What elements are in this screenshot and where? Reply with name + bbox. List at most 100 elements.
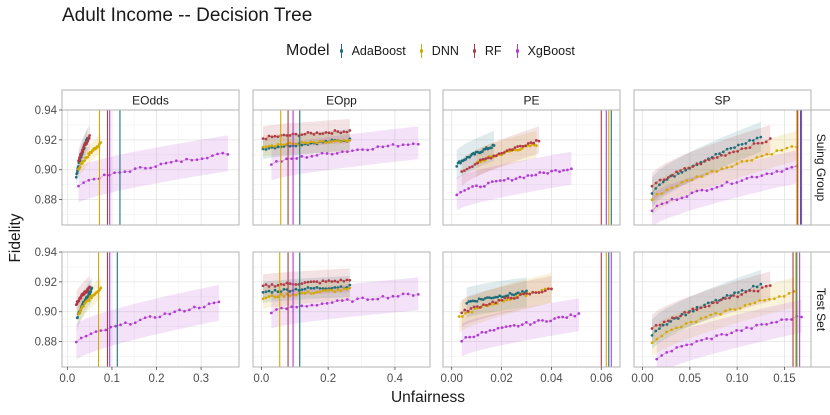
x-tick-label: 0.00	[631, 373, 653, 385]
y-tick-label: 0.94	[35, 247, 58, 259]
panel-border	[61, 251, 240, 368]
legend-label-rf: RF	[484, 44, 502, 58]
row-strip-test-set	[810, 251, 830, 368]
chart-title: Adult Income -- Decision Tree	[62, 5, 313, 26]
trend-line-rf	[262, 279, 350, 287]
data-point-xgboost	[416, 293, 420, 296]
panel-suing-group-pe	[442, 109, 621, 226]
panel-test-set-eopp	[252, 251, 431, 368]
band-adaboost	[652, 269, 761, 350]
data-point-adaboost	[74, 175, 78, 179]
y-tick-label: 0.92	[35, 277, 57, 289]
legend-label-dnn: DNN	[431, 44, 459, 58]
panel-background	[443, 252, 620, 367]
panel-background	[253, 252, 430, 367]
panel-background	[62, 252, 239, 367]
band-xgboost	[271, 277, 419, 329]
panel-test-set-sp	[633, 251, 812, 368]
y-tick-label: 0.94	[35, 105, 58, 117]
y-tick-label: 0.92	[35, 135, 57, 147]
panel-border	[252, 251, 431, 368]
trend-line-rf	[461, 140, 540, 172]
band-dnn	[652, 130, 797, 215]
trend-line-xgboost	[461, 313, 580, 342]
row-label-suing-group: Suing Group	[814, 134, 828, 202]
trend-line-dnn	[262, 287, 350, 299]
legend-title: Model	[286, 42, 330, 59]
band-adaboost	[652, 121, 761, 208]
panel-border	[442, 251, 621, 368]
data-point-dnn	[348, 139, 352, 142]
x-tick-label: 0.2	[320, 373, 336, 385]
panel-suing-group-sp	[633, 109, 812, 226]
data-point-xgboost	[800, 315, 803, 319]
trend-line-dnn	[651, 291, 795, 344]
band-xgboost	[652, 150, 797, 225]
facet-label-pe: PE	[523, 94, 539, 108]
trend-line-rf	[78, 135, 90, 162]
x-tick-label: 0.06	[590, 373, 612, 385]
trend-line-xgboost	[78, 152, 228, 187]
x-tick-label: 0.3	[193, 373, 209, 385]
trend-line-adaboost	[456, 144, 495, 167]
legend-key-dnn	[416, 41, 428, 61]
band-xgboost	[271, 126, 419, 181]
x-tick-label: 0.0	[253, 373, 269, 385]
x-tick-label: 0.04	[540, 373, 563, 385]
legend-key-adaboost	[336, 41, 348, 61]
data-point-xgboost	[416, 142, 420, 146]
x-tick-label: 0.15	[773, 373, 795, 385]
y-tick-label: 0.88	[35, 337, 57, 349]
x-tick-label: 0.4	[387, 373, 404, 385]
trend-line-adaboost	[466, 290, 527, 304]
data-point-dnn	[99, 286, 103, 290]
band-dnn	[263, 278, 350, 309]
facet-label-eodds: EOdds	[132, 94, 169, 108]
band-dnn	[652, 277, 794, 357]
facet-label-eopp: EOpp	[326, 94, 357, 108]
trend-line-adaboost	[651, 283, 761, 336]
data-point-rf	[348, 278, 352, 282]
panel-content	[74, 110, 230, 225]
band-dnn	[78, 133, 101, 179]
panel-content	[455, 110, 612, 225]
band-rf	[461, 275, 552, 327]
panel-suing-group-eopp	[252, 109, 431, 226]
trend-line-rf	[651, 138, 771, 187]
x-tick-label: 0.10	[726, 373, 748, 385]
legend-item-dnn: DNN	[416, 41, 459, 61]
panel-content	[650, 252, 803, 367]
trend-line-rf	[76, 286, 90, 305]
facet-strip-pe	[442, 89, 621, 111]
band-xgboost	[76, 284, 219, 360]
facet-label-sp: SP	[714, 94, 730, 108]
trend-line-xgboost	[651, 165, 797, 212]
data-point-xgboost	[217, 300, 221, 304]
trend-line-rf	[461, 288, 552, 314]
x-tick-label: 0.02	[490, 373, 512, 385]
panel-suing-group-eodds	[61, 109, 240, 226]
trend-line-xgboost	[456, 168, 572, 196]
panel-content	[261, 110, 420, 225]
band-xgboost	[78, 135, 228, 203]
x-tick-label: 0.0	[59, 373, 75, 385]
legend-item-adaboost: AdaBoost	[336, 41, 406, 61]
trend-line-dnn	[262, 139, 350, 148]
trend-line-adaboost	[262, 284, 350, 293]
data-point-rf	[348, 129, 352, 132]
band-dnn	[476, 130, 537, 178]
trend-line-rf	[262, 130, 350, 140]
row-label-test-set: Test Set	[814, 288, 828, 332]
panel-background	[634, 110, 811, 225]
legend-key-xgboost	[512, 41, 524, 61]
data-point-adaboost	[492, 144, 496, 147]
facet-strip-eopp	[252, 89, 431, 111]
band-dnn	[263, 130, 350, 157]
data-point-xgboost	[270, 163, 273, 166]
data-point-adaboost	[759, 135, 763, 139]
x-tick-label: 0.2	[149, 373, 165, 385]
row-strip-suing-group	[810, 109, 830, 226]
facet-strip-eodds	[61, 89, 240, 111]
panel-test-set-pe	[442, 251, 621, 368]
